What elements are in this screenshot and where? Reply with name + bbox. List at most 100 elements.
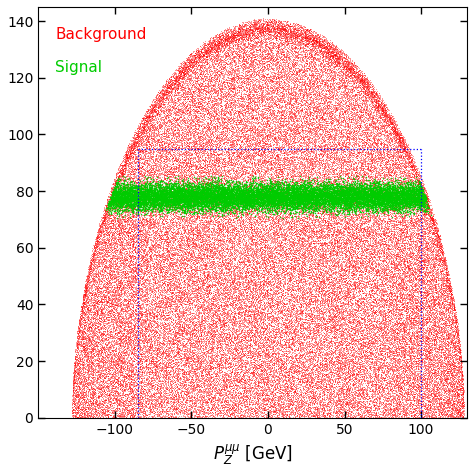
Point [245,329,253,337]
Point [331,353,338,361]
Point [440,393,448,401]
Point [266,154,274,161]
Point [267,109,274,116]
Point [143,380,150,387]
Point [193,412,201,419]
Point [283,346,290,353]
Point [221,185,228,192]
Point [237,309,245,316]
Point [213,387,221,394]
Point [320,319,328,327]
Point [221,251,228,258]
Point [121,340,129,347]
Point [216,258,223,265]
Point [434,242,441,249]
Point [416,190,424,197]
Point [321,161,328,169]
Point [194,357,202,365]
Point [88,387,96,394]
Point [135,260,143,267]
Point [243,194,251,201]
Point [367,243,374,250]
Point [283,98,291,106]
Point [111,190,118,197]
Point [353,154,361,162]
Point [420,315,428,323]
Point [232,351,239,359]
Point [402,193,410,201]
Point [152,197,160,205]
Point [177,272,185,279]
Point [410,249,417,257]
Point [173,268,180,275]
Point [193,137,201,145]
Point [160,239,168,246]
Point [351,114,359,121]
Point [397,284,405,292]
Point [212,144,220,152]
Point [330,289,338,296]
Point [114,302,122,310]
Point [307,374,314,382]
Point [76,395,83,403]
Point [394,174,401,182]
Point [158,214,165,222]
Point [88,371,96,379]
Point [384,225,392,233]
Point [206,197,214,204]
Point [208,292,216,300]
Point [169,236,176,244]
Point [128,142,136,149]
Point [146,205,153,212]
Point [304,198,312,206]
Point [86,393,94,401]
Point [270,291,278,298]
Point [142,398,150,405]
Point [429,259,437,267]
Point [162,183,169,191]
Point [441,298,449,305]
Point [113,195,120,202]
Point [284,412,292,419]
Point [112,298,120,306]
Point [344,205,351,213]
Point [161,348,168,356]
Point [140,304,147,311]
Point [261,144,269,151]
Point [404,204,412,212]
Point [329,256,337,264]
Point [322,361,329,368]
Point [264,350,271,358]
Point [208,43,216,51]
Point [169,410,176,417]
Point [145,198,152,205]
Point [146,182,153,190]
Point [131,347,138,355]
Point [282,35,290,43]
Point [180,337,187,345]
Point [336,184,344,191]
Point [315,33,323,41]
Point [263,283,271,290]
Point [318,401,326,409]
Point [278,410,286,417]
Point [141,241,149,249]
Point [204,125,211,133]
Point [333,106,340,114]
Point [306,100,313,108]
Point [385,122,393,129]
Point [161,175,169,183]
Point [267,46,275,54]
Point [274,261,282,269]
Point [246,279,254,286]
Point [175,224,182,232]
Point [117,190,124,197]
Point [335,241,342,249]
Point [359,173,367,180]
Point [314,368,321,376]
Point [206,46,214,54]
Point [174,192,182,200]
Point [125,261,133,269]
Point [187,252,195,260]
Point [232,320,239,328]
